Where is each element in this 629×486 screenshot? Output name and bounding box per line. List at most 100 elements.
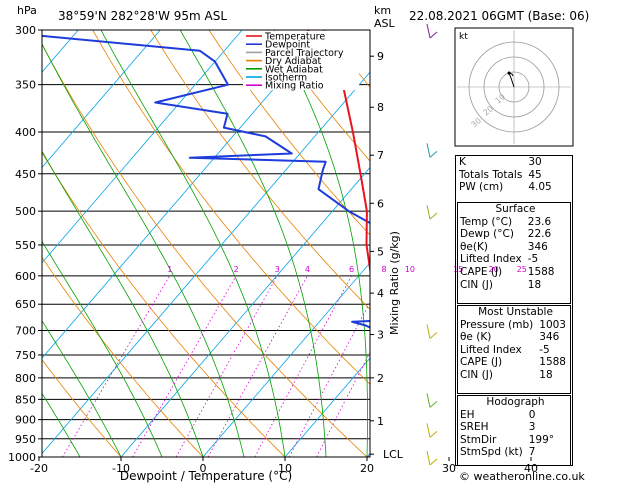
surface-row-value: 18 [527, 278, 542, 291]
isotherm [42, 30, 325, 359]
hodo-row-label: SREH [460, 421, 489, 434]
date-title: 22.08.2021 06GMT (Base: 06) [409, 9, 589, 23]
tt-label: Totals Totals [459, 168, 523, 181]
mu-row-label: Lifted Index [460, 343, 522, 356]
pressure-tick-label: 1000 [8, 451, 36, 464]
x-axis-label: Dewpoint / Temperature (°C) [120, 469, 292, 483]
wind-barb [426, 450, 431, 466]
mixing-ratio-label: 20 [489, 265, 499, 274]
wind-barb [426, 205, 431, 220]
mu-row-value: 1588 [539, 356, 566, 369]
hodograph-indices-box [457, 395, 571, 466]
mixing-ratio-label: 4 [305, 265, 310, 274]
surface-title: Surface [495, 203, 536, 215]
surface-box [457, 202, 571, 304]
dry-adiabat [616, 30, 629, 457]
wet-adiabat [42, 150, 204, 457]
mixing-ratio-label: 6 [349, 265, 354, 274]
surface-row-label: CAPE (J) [460, 265, 503, 278]
mixing-ratio-label: 2 [234, 265, 239, 274]
surface-row-value: 346 [527, 240, 548, 253]
pw-value: 4.05 [528, 181, 552, 194]
most-unstable-table: Most Unstable Pressure (mb) 1003 θe (K) 34… [457, 306, 571, 382]
k-value: 30 [528, 156, 542, 168]
km-tick-label: 6 [377, 197, 384, 210]
km-tick-label: 3 [377, 329, 384, 342]
mixing-ratio-line [254, 275, 352, 457]
mixing-ratio-line [175, 275, 278, 457]
mu-row-value: 18 [539, 368, 553, 381]
footer-credit: © weatheronline.co.uk [459, 470, 585, 483]
pressure-tick-label: 500 [15, 205, 36, 218]
legend-entry: Temperature [264, 32, 325, 43]
surface-row-value: 23.6 [527, 215, 552, 228]
basic-indices-table: K 30 Totals Totals 45 PW (cm) 4.05 [456, 156, 572, 194]
surface-row-label: Lifted Index [460, 253, 522, 266]
surface-row-value: 22.6 [527, 228, 552, 241]
legend-entry: Dewpoint [265, 40, 310, 51]
hodo-row-label: EH [460, 408, 475, 421]
wet-adiabat [100, 30, 286, 457]
isotherm [42, 71, 370, 455]
wind-barb [426, 393, 431, 408]
temperature-tick-label: 0 [200, 462, 207, 475]
pressure-tick-label: 700 [15, 325, 36, 338]
mu-row-value: 346 [539, 331, 560, 344]
k-label: K [459, 156, 466, 168]
tt-value: 45 [528, 168, 542, 181]
surface-row-label: θe(K) [460, 240, 488, 253]
profiles [42, 30, 370, 329]
surface-row-label: Temp (°C) [460, 215, 513, 228]
hodo-row-value: 0 [528, 408, 536, 421]
pressure-tick-label: 650 [15, 298, 36, 311]
km-tick-label: LCL [383, 448, 404, 461]
wet-adiabat [42, 320, 122, 457]
temperature-tick-label: -10 [112, 462, 130, 475]
mixing-ratio-axis-label: Mixing Ratio (g/kg) [388, 231, 401, 335]
mixing-ratio-line [132, 275, 237, 457]
hodo-row-value: 3 [528, 421, 536, 434]
temperature-tick-label: 20 [360, 462, 374, 475]
surface-row-label: CIN (J) [460, 278, 493, 291]
dewpoint-line [42, 34, 370, 329]
background-lines [42, 30, 629, 457]
isotherm [120, 166, 370, 457]
wind-barb-flag [429, 332, 438, 339]
pressure-tick-label: 900 [15, 414, 36, 427]
mixing-ratio-label: 8 [381, 265, 386, 274]
temperature-tick-label: 10 [278, 462, 292, 475]
surface-row-value: 1588 [527, 265, 555, 278]
pw-label: PW (cm) [459, 181, 504, 194]
mixing-ratio-labels: 1 2 3 4 6 8 10 15 20 25 [167, 265, 527, 274]
plot-frame [41, 29, 371, 458]
km-label: km [374, 4, 391, 17]
temperature-tick-label: -20 [30, 462, 48, 475]
mu-row-label: CAPE (J) [460, 356, 503, 369]
wind-barb-flag [429, 31, 438, 39]
mixing-ratio-line [367, 451, 370, 457]
hodo-row-value: 199° [528, 433, 555, 446]
dry-adiabat [42, 43, 368, 457]
km-tick-label: 7 [377, 149, 384, 162]
legend-entry: Isotherm [265, 73, 307, 84]
hodograph-unit: kt [459, 32, 468, 42]
legend-entry: Wet Adiabat [265, 64, 323, 75]
wind-barb [426, 23, 431, 39]
wind-barb-flag [429, 458, 438, 466]
pressure-tick-label: 800 [15, 372, 36, 385]
surface-table: Surface Temp (°C) 23.6 Dewp (°C) 22.6 θe(K… [457, 203, 571, 291]
pressure-tick-label: 750 [15, 349, 36, 362]
mixing-ratio-line [62, 275, 171, 457]
isotherm [284, 357, 370, 457]
wind-barb [426, 143, 431, 158]
dry-adiabat [42, 256, 204, 457]
pressure-tick-label: 950 [15, 433, 36, 446]
wet-adiabat [42, 392, 81, 457]
surface-row-label: Dewp (°C) [460, 228, 514, 241]
km-tick-label: 9 [377, 50, 384, 63]
pressure-tick-label: 450 [15, 168, 36, 181]
mixing-ratio-label: 15 [453, 265, 463, 274]
km-tick-label: 4 [377, 287, 384, 300]
mu-row-value: 1003 [539, 318, 566, 331]
